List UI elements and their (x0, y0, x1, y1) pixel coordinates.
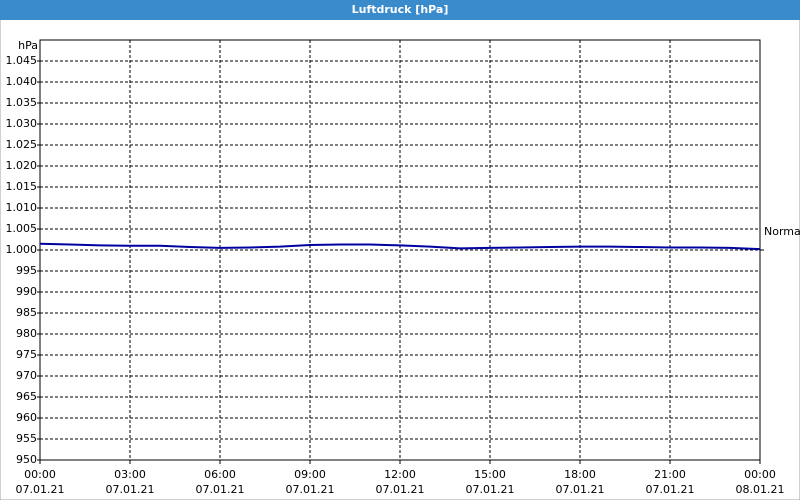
y-tick-label: 975 (16, 348, 37, 361)
y-tick-label: 950 (16, 453, 37, 466)
x-tick-label: 15:00 (474, 468, 506, 481)
y-tick-label: 1.045 (6, 54, 38, 67)
chart-title: Luftdruck [hPa] (352, 3, 449, 16)
x-tick-label: 00:00 (24, 468, 56, 481)
y-tick-label: 980 (16, 327, 37, 340)
x-tick-label: 18:00 (564, 468, 596, 481)
x-tick-date: 07.01.21 (106, 483, 155, 496)
x-tick-label: 21:00 (654, 468, 686, 481)
x-tick-date: 07.01.21 (466, 483, 515, 496)
x-tick-label: 06:00 (204, 468, 236, 481)
y-tick-label: 1.000 (6, 243, 38, 256)
y-tick-label: 1.005 (6, 222, 38, 235)
x-tick-date: 07.01.21 (376, 483, 425, 496)
x-tick-label: 12:00 (384, 468, 416, 481)
y-tick-label: 1.035 (6, 96, 38, 109)
reference-label: Normal (764, 225, 800, 238)
y-tick-label: 1.040 (6, 75, 38, 88)
data-line (39, 242, 761, 251)
y-tick-label: 1.020 (6, 159, 38, 172)
y-tick-label: 985 (16, 306, 37, 319)
y-tick-label: 960 (16, 411, 37, 424)
x-tick-date: 08.01.21 (736, 483, 785, 496)
y-tick-label: 990 (16, 285, 37, 298)
title-bar (0, 0, 800, 20)
x-tick-label: 00:00 (744, 468, 776, 481)
x-tick-label: 09:00 (294, 468, 326, 481)
y-tick-label: 995 (16, 264, 37, 277)
x-tick-date: 07.01.21 (286, 483, 335, 496)
x-tick-date: 07.01.21 (16, 483, 65, 496)
y-tick-label: 970 (16, 369, 37, 382)
x-tick-label: 03:00 (114, 468, 146, 481)
x-tick-date: 07.01.21 (556, 483, 605, 496)
y-tick-label: 965 (16, 390, 37, 403)
x-tick-date: 07.01.21 (646, 483, 695, 496)
y-tick-label: 1.015 (6, 180, 38, 193)
y-tick-label: 1.030 (6, 117, 38, 130)
x-tick-date: 07.01.21 (196, 483, 245, 496)
y-axis-label: hPa (18, 39, 38, 52)
y-tick-label: 1.025 (6, 138, 38, 151)
y-tick-label: 1.010 (6, 201, 38, 214)
y-tick-label: 955 (16, 432, 37, 445)
